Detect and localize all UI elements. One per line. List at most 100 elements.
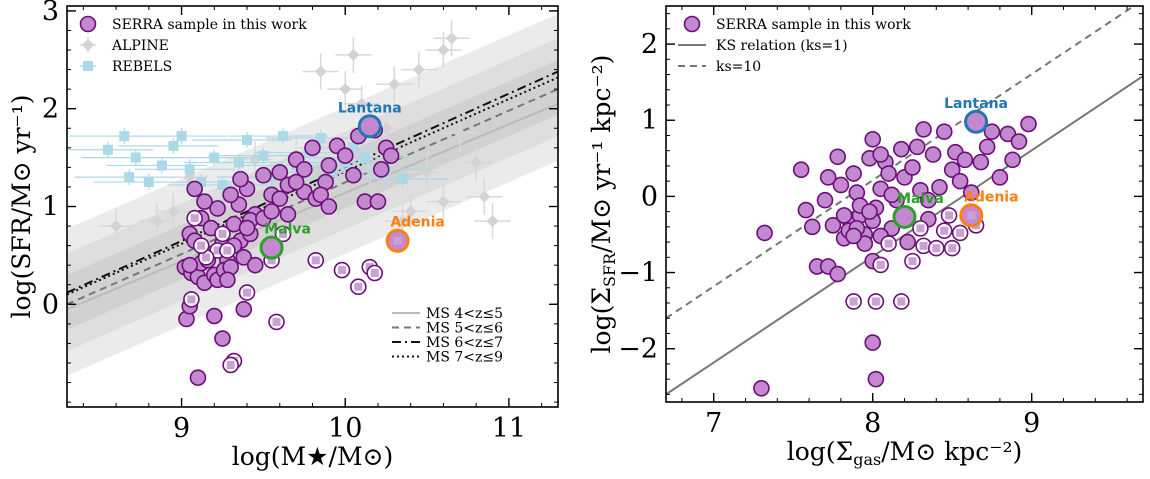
- legend-ms-label: MS 7<z≤9: [426, 350, 503, 366]
- alpine-point: [151, 215, 164, 228]
- serra-point: [336, 147, 354, 164]
- rebels-point: [124, 172, 135, 183]
- legend-serra-label: SERRA sample in this work: [112, 17, 307, 33]
- serra-point: [235, 249, 253, 266]
- highlight-ring: [259, 235, 284, 260]
- legend-rebels-label: REBELS: [112, 59, 172, 75]
- serra-point: [255, 166, 272, 184]
- serra-point: [214, 330, 231, 347]
- serra-limit-marker: [197, 241, 206, 250]
- serra-point: [935, 123, 953, 140]
- serra-point: [845, 227, 862, 245]
- serra-point: [835, 207, 853, 224]
- serra-point: [235, 300, 253, 318]
- alpine-point: [347, 48, 360, 61]
- serra-limit-marker: [187, 295, 196, 304]
- alpine-point: [167, 205, 180, 218]
- rebels-point: [266, 172, 277, 183]
- serra-limit-marker: [226, 360, 235, 369]
- serra-point: [829, 148, 847, 166]
- rebels-point: [242, 134, 253, 145]
- serra-limit-marker: [370, 269, 379, 278]
- x-tick-label: 11: [492, 413, 526, 444]
- serra-limit-marker: [213, 246, 222, 255]
- y-axis-label: log(ΣSFR/M⊙ yr⁻¹ kpc⁻²): [587, 55, 619, 354]
- legend-ms-label: MS 6<z≤7: [426, 335, 503, 351]
- annotation-lantana: Lantana: [944, 96, 1008, 112]
- serra-point: [819, 169, 837, 186]
- rebels-point: [168, 140, 179, 151]
- serra-limit-marker: [919, 241, 928, 250]
- serra-point: [312, 186, 329, 204]
- serra-point: [983, 123, 1001, 140]
- serra-point: [271, 163, 289, 181]
- alpine-point: [453, 127, 466, 140]
- serra-limit-marker: [354, 282, 363, 291]
- alpine-point: [486, 215, 499, 228]
- serra-limit-marker: [337, 266, 346, 275]
- serra-point: [756, 224, 773, 242]
- y-tick-label: 1: [42, 192, 59, 223]
- legend-serra-label: SERRA sample in this work: [716, 17, 911, 33]
- rebels-point: [143, 177, 154, 188]
- y-tick-label: −2: [618, 334, 658, 365]
- serra-point: [263, 203, 280, 220]
- right-panel: Lantana Malva Adenia 7 8 9 −2 −1 0 1 2 log(Σgas/M⊙ …: [587, 5, 1144, 469]
- legend-main: SERRA sample in this work ALPINE REBELS: [79, 15, 307, 75]
- serra-point: [753, 379, 770, 397]
- serra-point: [219, 271, 236, 289]
- alpine-point: [437, 44, 450, 57]
- serra-point: [181, 256, 199, 274]
- annotation-malva: Malva: [897, 191, 944, 207]
- serra-point: [232, 170, 249, 188]
- y-tick-label: 2: [641, 29, 658, 60]
- legend-ms-label: MS 5<z≤6: [426, 321, 503, 337]
- rebels-point: [130, 152, 141, 163]
- serra-point: [372, 161, 390, 178]
- serra-point: [915, 121, 932, 138]
- serra-point: [867, 370, 885, 388]
- rebels-point: [233, 157, 244, 168]
- alpine-point: [339, 83, 352, 96]
- serra-limit-marker: [956, 228, 965, 237]
- serra-point: [972, 153, 990, 171]
- relation-line: [67, 70, 558, 294]
- serra-point: [856, 235, 874, 252]
- serra-point: [797, 201, 815, 219]
- serra-point: [999, 125, 1017, 143]
- serra-point: [864, 334, 882, 351]
- serra-limit-marker: [190, 214, 199, 223]
- alpine-point: [478, 190, 491, 203]
- rebels-point: [397, 174, 408, 185]
- legend-rebels-marker: [83, 61, 93, 71]
- serra-limit-marker: [916, 224, 925, 233]
- y-axis-label: log(SFR/M⊙ yr⁻¹): [7, 94, 36, 318]
- serra-limit-marker: [243, 288, 252, 297]
- y-tick-label: −1: [618, 258, 658, 289]
- serra-point: [845, 165, 862, 182]
- serra-limit-marker: [871, 297, 880, 306]
- serra-point: [792, 161, 810, 179]
- legend-alpine-label: ALPINE: [111, 38, 169, 54]
- annotation-adenia: Adenia: [964, 189, 1019, 205]
- annotation-malva: Malva: [264, 222, 311, 238]
- serra-point: [1020, 115, 1037, 133]
- serra-point: [209, 200, 226, 217]
- serra-point: [382, 147, 400, 164]
- rebels-point: [156, 160, 167, 171]
- x-axis-label: log(M★/M⊙): [232, 442, 394, 471]
- serra-point: [829, 265, 847, 283]
- left-panel: Lantana Malva Adenia 9 10 11 0 1 2 3 log(M★/M⊙) log…: [7, 0, 559, 471]
- serra-limit-marker: [876, 260, 885, 269]
- alpine-point: [412, 63, 425, 76]
- serra-point: [238, 219, 256, 237]
- annotation-adenia: Adenia: [390, 215, 445, 231]
- highlight-ring: [964, 109, 989, 134]
- serra-point: [320, 157, 338, 174]
- serra-point: [893, 140, 910, 158]
- y-tick-label: 1: [641, 105, 658, 136]
- serra-point: [880, 165, 897, 182]
- alpine-point: [404, 205, 417, 218]
- serra-point: [991, 169, 1009, 186]
- serra-point: [931, 178, 948, 196]
